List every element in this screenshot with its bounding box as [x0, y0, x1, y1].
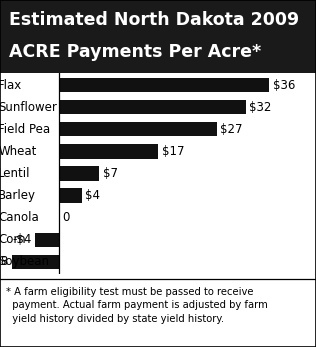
Text: * A farm eligibility test must be passed to receive
  payment. Actual farm payme: * A farm eligibility test must be passed…: [6, 287, 268, 324]
Text: -$8: -$8: [0, 255, 8, 269]
Text: $7: $7: [103, 167, 118, 180]
Text: $17: $17: [161, 145, 184, 158]
Text: ACRE Payments Per Acre*: ACRE Payments Per Acre*: [9, 43, 262, 61]
Bar: [58, 78, 269, 92]
Bar: [58, 100, 246, 115]
Text: 0: 0: [62, 211, 70, 224]
Text: -$4: -$4: [12, 233, 32, 246]
Bar: [58, 144, 158, 159]
Text: Estimated North Dakota 2009: Estimated North Dakota 2009: [9, 11, 300, 29]
Text: Canola: Canola: [0, 211, 39, 224]
Text: Flax: Flax: [0, 78, 22, 92]
Bar: [12, 255, 58, 269]
Bar: [58, 122, 216, 136]
Text: Corn: Corn: [0, 233, 26, 246]
Text: Field Pea: Field Pea: [0, 123, 50, 136]
Bar: [35, 232, 58, 247]
Text: $32: $32: [249, 101, 272, 114]
Text: $4: $4: [85, 189, 100, 202]
Text: Wheat: Wheat: [0, 145, 37, 158]
Text: Lentil: Lentil: [0, 167, 31, 180]
Text: Sunflower: Sunflower: [0, 101, 57, 114]
Text: $36: $36: [273, 78, 295, 92]
Bar: [58, 166, 100, 181]
Text: Barley: Barley: [0, 189, 36, 202]
Text: Soybean: Soybean: [0, 255, 49, 269]
Text: $27: $27: [220, 123, 242, 136]
Bar: [58, 188, 82, 203]
